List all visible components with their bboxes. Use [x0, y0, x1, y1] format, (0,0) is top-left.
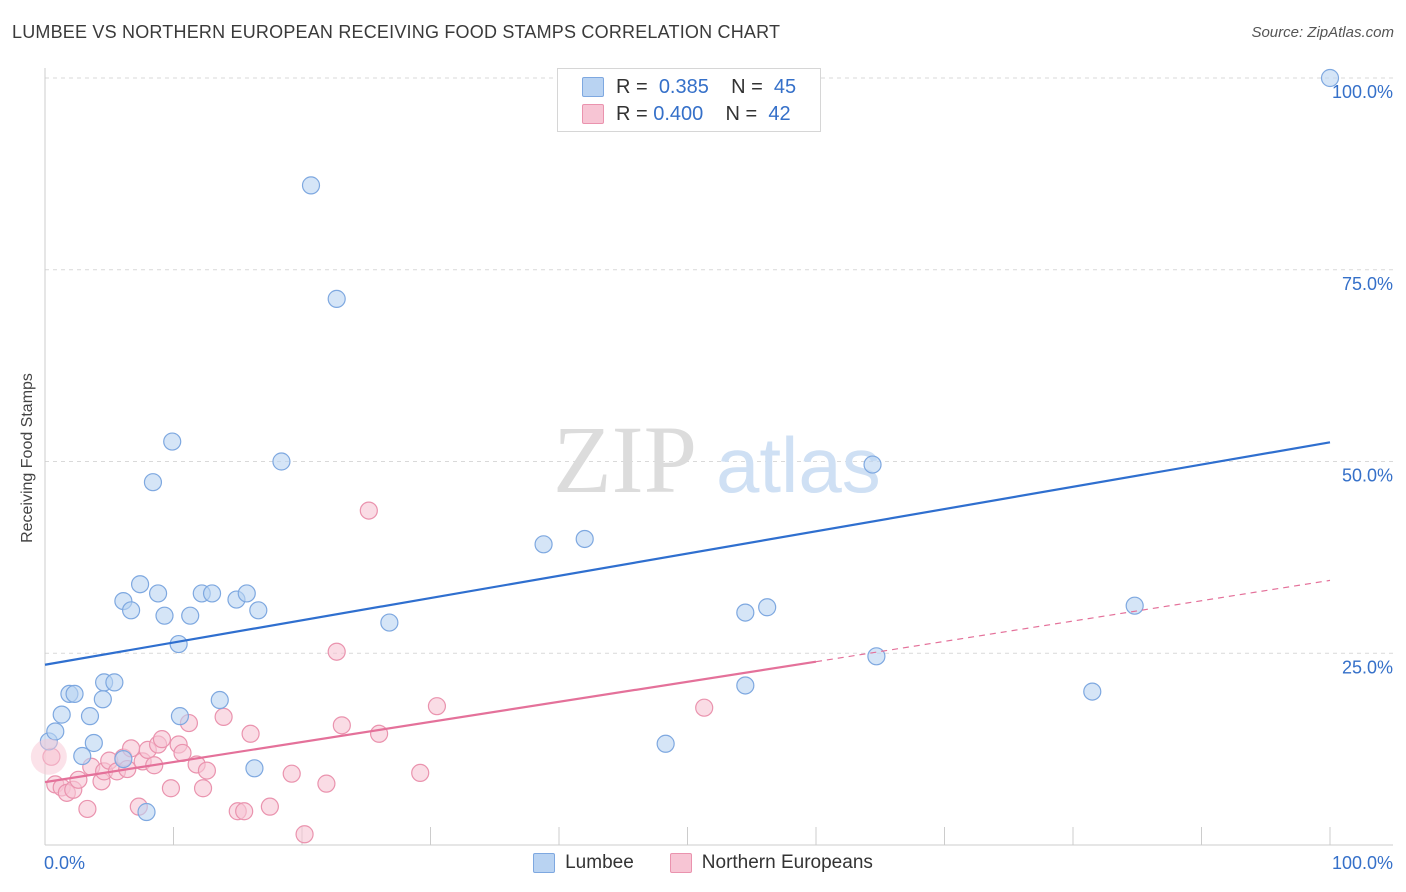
lumbee-point [170, 707, 190, 726]
lumbee-point [245, 759, 264, 778]
lumbee-point [1083, 682, 1102, 701]
tick-labels: 25.0% 50.0% 75.0% 100.0% 0.0% 100.0% [44, 82, 1393, 873]
lumbee-point [105, 673, 124, 692]
lumbee-point [148, 584, 168, 603]
lumbee-point [114, 749, 133, 769]
n-value: 42 [768, 102, 791, 125]
x-tick-label-max: 100.0% [1332, 853, 1393, 873]
series-legend: Lumbee Northern Europeans [0, 852, 1406, 874]
lumbee-point [84, 733, 103, 753]
lumbee-point [73, 746, 92, 766]
n-value: 45 [773, 75, 797, 98]
lumbee-point [46, 722, 65, 741]
lumbee-swatch [582, 77, 604, 97]
lumbee-point [181, 606, 200, 625]
r-label: R = [616, 75, 648, 98]
northern-europeans-point [260, 797, 279, 816]
lumbee-trend-line [44, 441, 1331, 666]
r-value: 0.400 [653, 102, 704, 125]
northern-europeans-cluster [30, 738, 67, 775]
y-tick-label: 100.0% [1332, 82, 1393, 102]
northern-europeans-point [214, 707, 233, 727]
lumbee-point [301, 176, 321, 195]
lumbee-point [163, 432, 182, 451]
lumbee-point [1125, 596, 1144, 615]
lumbee-point [155, 606, 174, 625]
n-label: N = [725, 102, 758, 125]
northern-europeans-point [78, 799, 97, 819]
lumbee-point [93, 690, 112, 709]
watermark-atlas: atlas [716, 421, 881, 509]
northern-europeans-point [295, 825, 314, 844]
northern-europeans-point [193, 779, 213, 798]
trend-lines [44, 441, 1331, 784]
watermark-zip: ZIP [553, 406, 697, 513]
lumbee-point [130, 575, 150, 594]
northern-europeans-swatch [582, 104, 604, 124]
lumbee-point [736, 676, 755, 695]
n-label: N = [731, 75, 763, 98]
axes [44, 68, 1393, 846]
lumbee-point [867, 647, 886, 666]
lumbee-point [380, 613, 399, 632]
legend-label-lumbee: Lumbee [565, 852, 634, 873]
northern-europeans-point [317, 774, 336, 793]
legend-label-northern-europeans: Northern Europeans [701, 852, 873, 873]
northern-europeans-point [327, 642, 346, 661]
x-tick-label-min: 0.0% [44, 853, 85, 873]
lumbee-swatch [533, 853, 556, 873]
lumbee-point [65, 684, 84, 704]
r-label: R = [616, 102, 648, 125]
lumbee-point [758, 598, 777, 617]
lumbee-point [272, 452, 291, 471]
northern-europeans-point [197, 761, 217, 780]
lumbee-point [863, 455, 882, 474]
northern-europeans-point [332, 716, 351, 735]
legend-item-lumbee: Lumbee [533, 852, 634, 874]
legend-row-lumbee: R = 0.385 N = 45 [582, 74, 796, 100]
lumbee-point [52, 705, 71, 724]
lumbee-point [143, 473, 163, 492]
northern-europeans-swatch [669, 853, 692, 873]
northern-europeans-point [69, 770, 88, 789]
northern-europeans-point [152, 730, 172, 749]
northern-europeans-point [161, 779, 181, 798]
lumbee-point [1320, 68, 1340, 88]
grid-lines [45, 77, 1393, 654]
northern-europeans-point [695, 698, 714, 717]
northern-europeans-point [282, 764, 301, 783]
lumbee-point [237, 584, 256, 603]
y-tick-label: 50.0% [1342, 466, 1393, 486]
lumbee-point [736, 603, 755, 622]
lumbee-point [575, 529, 594, 549]
legend-row-northern-europeans: R = 0.400 N = 42 [582, 101, 791, 127]
lumbee-point [137, 802, 156, 822]
northern-europeans-point [370, 724, 389, 743]
lumbee-point [656, 734, 675, 753]
r-value: 0.385 [658, 75, 709, 98]
lumbee-point [327, 289, 346, 308]
lumbee-point [80, 707, 100, 726]
northern-europeans-point [411, 763, 430, 783]
y-tick-label: 25.0% [1342, 657, 1393, 677]
watermark: ZIP atlas [553, 406, 881, 513]
northern-europeans-point [427, 697, 447, 716]
legend-item-northern-europeans: Northern Europeans [669, 852, 873, 874]
chart-source: Source: ZipAtlas.com [1251, 24, 1394, 41]
northern-europeans-trend-line [44, 660, 817, 784]
northern-europeans-trend-extension [815, 579, 1331, 663]
northern-europeans-point [359, 501, 378, 520]
y-tick-label: 75.0% [1342, 274, 1393, 294]
lumbee-point [534, 535, 553, 554]
chart-title: LUMBEE VS NORTHERN EUROPEAN RECEIVING FO… [12, 22, 781, 42]
correlation-legend: R = 0.385 N = 45 R = 0.400 N = 42 [557, 68, 821, 132]
northern-europeans-point [241, 724, 260, 743]
lumbee-point [202, 584, 222, 603]
lumbee-point [121, 601, 141, 620]
lumbee-point [210, 690, 229, 710]
lumbee-point [169, 634, 188, 654]
lumbee-point [249, 601, 268, 620]
northern-europeans-point [235, 802, 254, 821]
